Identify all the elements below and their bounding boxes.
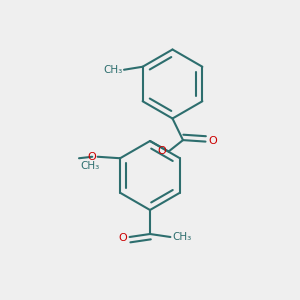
Text: O: O bbox=[208, 136, 217, 146]
Text: O: O bbox=[158, 146, 166, 156]
Text: CH₃: CH₃ bbox=[103, 65, 122, 75]
Text: CH₃: CH₃ bbox=[80, 161, 100, 171]
Text: O: O bbox=[118, 232, 127, 243]
Text: CH₃: CH₃ bbox=[172, 232, 191, 242]
Text: O: O bbox=[87, 152, 96, 162]
